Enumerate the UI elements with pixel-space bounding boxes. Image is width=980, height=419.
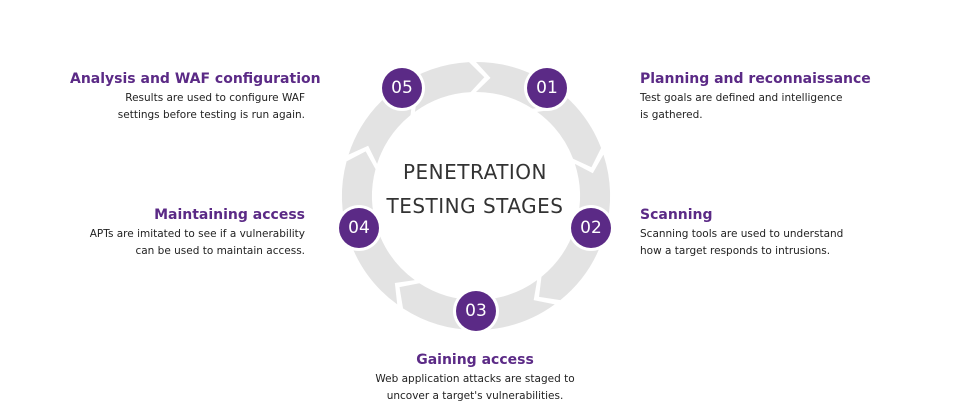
stage-description: APTs are imitated to see if a vulnerabil… [70,226,305,260]
stage-description: Results are used to configure WAF settin… [70,90,305,124]
stage-badge-03: 03 [456,291,496,331]
ring-arrow-segment [348,91,413,164]
stage-description-line: settings before testing is run again. [117,109,305,121]
stage-description-line: can be used to maintain access. [135,245,305,257]
stage-description-line: Results are used to configure WAF [125,92,305,104]
stage-description-line: Scanning tools are used to understand [640,228,844,240]
center-title-line-2: TESTING STAGES [386,194,564,218]
stage-description-line: uncover a target's vulnerabilities. [386,390,564,402]
stage-gaining-access: Gaining access Web application attacks a… [350,351,600,405]
stage-scanning: Scanning Scanning tools are used to unde… [640,206,870,260]
stage-description: Web application attacks are staged to un… [350,371,600,405]
stage-description-line: Web application attacks are staged to [375,373,575,385]
stage-badge-05: 05 [382,68,422,108]
center-title: PENETRATION TESTING STAGES [370,155,580,223]
stage-description: Scanning tools are used to understand ho… [640,226,870,260]
stage-title: Planning and reconnaissance [640,71,871,87]
stage-title: Scanning [640,207,713,223]
stage-description-line: is gathered. [640,109,703,121]
stage-description-line: Test goals are defined and intelligence [640,92,843,104]
ring-arrow-segment [397,62,485,112]
stage-description-line: how a target responds to intrusions. [640,245,831,257]
ring-arrow-segment [537,87,602,168]
stage-title: Maintaining access [154,207,305,223]
center-title-line-1: PENETRATION [402,160,548,184]
stage-badge-04: 04 [339,208,379,248]
stage-badge-01: 01 [527,68,567,108]
stage-title: Analysis and WAF configuration [70,71,321,87]
stage-title: Gaining access [416,352,534,368]
stage-planning: Planning and reconnaissance Test goals a… [640,70,871,124]
stage-analysis-waf: Analysis and WAF configuration Results a… [70,70,321,124]
stage-badge-02: 02 [571,208,611,248]
stage-maintaining-access: Maintaining access APTs are imitated to … [70,206,305,260]
stage-description-line: APTs are imitated to see if a vulnerabil… [89,228,305,240]
stage-description: Test goals are defined and intelligence … [640,90,870,124]
